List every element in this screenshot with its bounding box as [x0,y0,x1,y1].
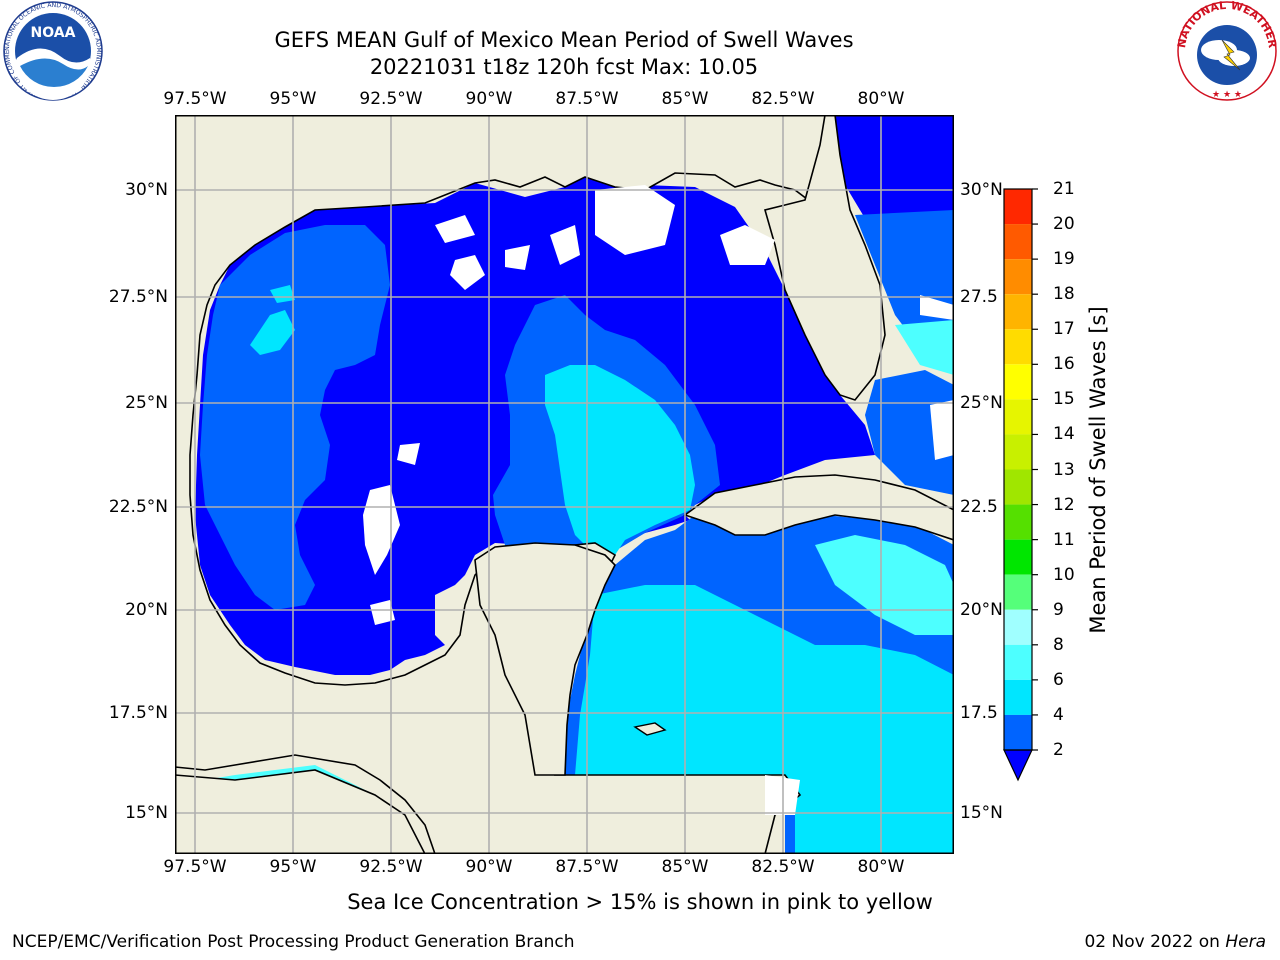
lon-tick-top: 82.5°W [751,89,815,109]
sea-ice-note: Sea Ice Concentration > 15% is shown in … [347,890,933,914]
colorbar-tick-label: 16 [1053,354,1075,375]
lon-tick-top: 90°W [465,89,513,109]
colorbar-tick-label: 15 [1053,389,1075,410]
jamaica [633,722,667,736]
colorbar-tick-label: 11 [1053,529,1075,550]
lon-tick-bottom: 87.5°W [555,857,619,877]
colorbar-box [1004,189,1032,225]
lat-tick-left: 22.5°N [108,497,168,517]
colorbar [1003,188,1038,782]
nws-logo-icon: NATIONAL WEATHER SERVICE ★ ★ ★ [1174,0,1279,101]
colorbar-tick-label: 18 [1053,284,1075,305]
colorbar-tick-label: 17 [1053,319,1075,340]
colorbar-tick-label: 10 [1053,564,1075,585]
colorbar-box [1004,294,1032,330]
colorbar-box [1004,434,1032,470]
colorbar-tick-label: 8 [1053,634,1064,655]
colorbar-box [1004,329,1032,365]
lon-tick-bottom: 85°W [661,857,709,877]
colorbar-boxes [1003,188,1033,782]
lon-tick-top: 80°W [857,89,905,109]
straits-cyan [895,320,954,375]
colorbar-box [1004,679,1032,715]
colorbar-extend-triangle [1003,749,1033,782]
lat-tick-right: 20°N [960,600,1003,620]
colorbar-tick-label: 14 [1053,424,1075,445]
lon-tick-top: 97.5°W [163,89,227,109]
colorbar-box [1004,399,1032,435]
lon-tick-bottom: 80°W [857,857,905,877]
colorbar-box [1004,574,1032,610]
footer-date: 02 Nov 2022 on Hera [1084,932,1266,952]
texas-cyan-patch-2 [270,285,295,303]
colorbar-title: Mean Period of Swell Waves [s] [1086,306,1110,634]
colorbar-tick-label: 2 [1053,740,1064,760]
footer-date-text: 02 Nov 2022 on [1084,932,1220,952]
colorbar-box [1004,714,1032,750]
lat-tick-left: 27.5°N [108,287,168,307]
map-grid [175,115,954,854]
lat-tick-left: 17.5°N [108,703,168,723]
lat-tick-right: 22.5 [960,497,998,517]
colorbar-tick-label: 21 [1053,179,1075,199]
noaa-logo-text: NOAA [31,25,76,41]
footer-credit: NCEP/EMC/Verification Post Processing Pr… [12,932,575,952]
colorbar-tick-label: 20 [1053,214,1075,235]
svg-text:★ ★ ★: ★ ★ ★ [1212,90,1242,100]
lon-tick-bottom: 95°W [269,857,317,877]
lat-tick-left: 20°N [125,600,168,620]
colorbar-tick-label: 19 [1053,249,1075,270]
lon-tick-top: 92.5°W [359,89,423,109]
lon-tick-top: 87.5°W [555,89,619,109]
lon-tick-top: 95°W [269,89,317,109]
lon-tick-top: 85°W [661,89,709,109]
map-frame [175,115,954,854]
colorbar-tick-label: 6 [1053,669,1064,690]
yucatan [474,542,616,776]
colorbar-box [1004,644,1032,680]
colorbar-tick-label: 9 [1053,599,1064,620]
lat-tick-left: 25°N [125,393,168,413]
lat-tick-left: 30°N [125,180,168,200]
noaa-logo-icon: NATIONAL OCEANIC AND ATMOSPHERIC ADMINIS… [0,0,103,101]
lon-tick-bottom: 97.5°W [163,857,227,877]
lat-tick-right: 15°N [960,803,1003,823]
lat-tick-right: 30°N [960,180,1003,200]
lon-tick-bottom: 82.5°W [751,857,815,877]
caribbean-cyan [575,585,954,854]
colorbar-box [1004,504,1032,540]
lat-tick-right: 25°N [960,393,1003,413]
gulf-map [175,115,954,854]
colorbar-ticks [1032,188,1038,751]
colorbar-tick-label: 12 [1053,494,1075,515]
colorbar-box [1004,469,1032,505]
chart-title: GEFS MEAN Gulf of Mexico Mean Period of … [274,28,854,52]
footer-host: Hera [1225,932,1266,952]
lat-tick-left: 15°N [125,803,168,823]
colorbar-tick-label: 13 [1053,459,1075,480]
texas-cyan-patch [250,310,295,355]
straits-blue [865,370,954,495]
chart-subtitle: 20221031 t18z 120h fcst Max: 10.05 [369,55,759,79]
lat-tick-right: 27.5 [960,287,998,307]
lat-tick-right: 17.5 [960,703,998,723]
florida-peninsula [764,115,886,401]
colorbar-box [1004,259,1032,295]
lon-tick-bottom: 92.5°W [359,857,423,877]
lon-tick-bottom: 90°W [465,857,513,877]
western-shelf-blue [200,225,390,610]
colorbar-box [1004,609,1032,645]
colorbar-box [1004,224,1032,260]
colorbar-box [1004,364,1032,400]
colorbar-tick-label: 4 [1053,704,1064,725]
colorbar-box [1004,539,1032,575]
